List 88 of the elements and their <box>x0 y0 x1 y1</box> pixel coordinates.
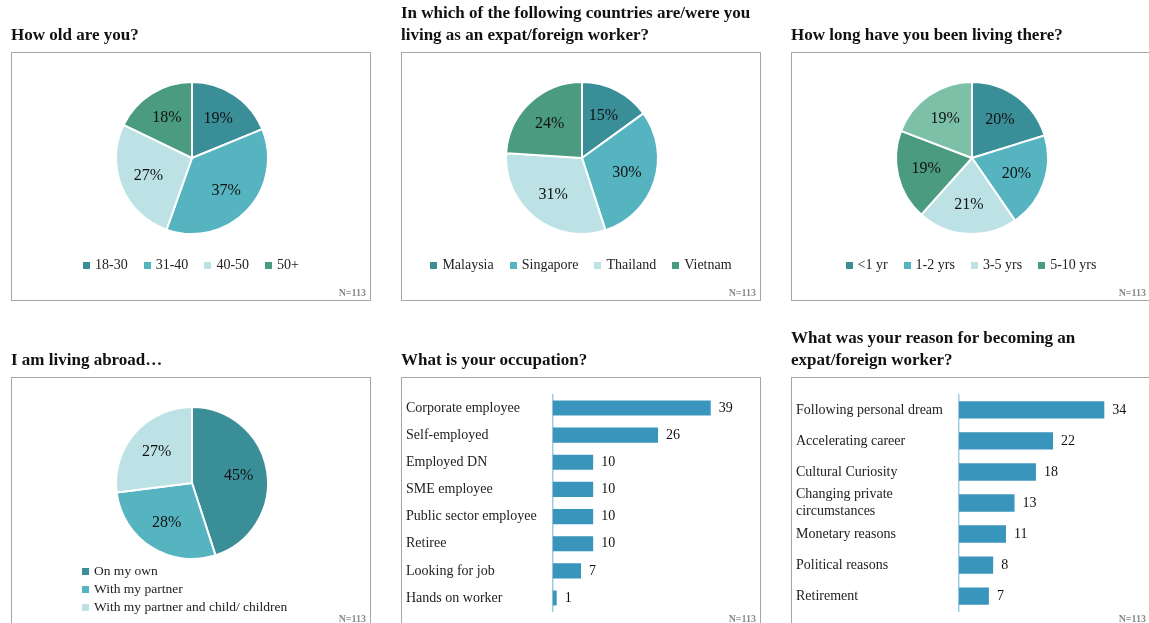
data-label: 19% <box>930 109 960 127</box>
bar <box>958 556 994 574</box>
y-tick-label: Accelerating career <box>796 432 906 448</box>
legend-label: Malaysia <box>441 257 494 273</box>
text: N=113 <box>338 287 366 298</box>
chart-title: How long have you been living there? <box>791 24 1064 46</box>
y-tick-label: Following personal dream <box>796 401 944 417</box>
bar <box>958 494 1015 512</box>
data-label: 18 <box>1043 463 1058 479</box>
data-label: 7 <box>589 562 597 578</box>
data-label: 10 <box>601 535 616 551</box>
text: N=113 <box>338 613 366 623</box>
y-tick-label: Hands on worker <box>406 589 503 605</box>
data-label: 27% <box>133 166 164 184</box>
bar <box>958 432 1054 450</box>
text: N=113 <box>1118 613 1146 623</box>
data-label: 37% <box>211 180 241 198</box>
data-label: 20% <box>985 110 1015 128</box>
text: N=113 <box>728 287 756 298</box>
data-label: 45% <box>223 465 254 483</box>
data-label: 34 <box>1112 401 1127 417</box>
legend-label: With my partner and child/ children <box>93 598 288 615</box>
data-label: 31% <box>538 185 568 203</box>
bar <box>552 536 594 552</box>
data-label: 39 <box>718 399 733 415</box>
data-label: 10 <box>601 508 616 524</box>
data-label: 8 <box>1001 556 1009 572</box>
bar <box>552 590 557 606</box>
legend-label: Thailand <box>605 257 657 273</box>
bar <box>958 463 1036 481</box>
y-tick-label: Changing private circumstances <box>796 486 893 519</box>
data-label: 24% <box>535 113 565 131</box>
bar <box>552 563 582 579</box>
data-label: 19% <box>203 109 233 127</box>
legend-label: On my own <box>93 562 158 579</box>
bar <box>958 587 989 605</box>
legend-label: Vietnam <box>683 257 732 273</box>
y-tick-label: Self-employed <box>406 426 489 442</box>
legend-label: With my partner <box>93 580 183 597</box>
y-tick-label: Corporate employee <box>406 399 520 415</box>
data-label: 18% <box>152 108 182 126</box>
data-label: 7 <box>996 587 1004 603</box>
y-tick-label: Retiree <box>406 535 447 551</box>
text: N=113 <box>1118 287 1146 298</box>
data-label: 28% <box>152 512 182 530</box>
bar <box>552 481 594 497</box>
legend-label: 40-50 <box>215 257 250 273</box>
data-label: 20% <box>1001 163 1032 181</box>
data-label: 30% <box>612 162 642 180</box>
data-label: 10 <box>601 481 616 497</box>
bar <box>958 401 1105 419</box>
chart-title: What was your reason for becoming an expat/foreign worker? <box>791 327 1077 371</box>
legend-label: 31-40 <box>154 257 189 273</box>
data-label: 26 <box>666 426 681 442</box>
y-tick-label: Retirement <box>796 587 859 603</box>
y-tick-label: Cultural Curiosity <box>796 463 898 479</box>
data-label: 19% <box>911 159 941 177</box>
chart-title: How old are you? <box>11 24 140 46</box>
y-tick-label: Public sector employee <box>406 508 537 524</box>
bar <box>552 509 594 525</box>
y-tick-label: Political reasons <box>796 556 889 572</box>
data-label: 15% <box>588 106 619 124</box>
y-tick-label: Monetary reasons <box>796 525 896 541</box>
bar <box>552 454 594 470</box>
chart-title: I am living abroad… <box>11 349 164 371</box>
y-tick-label: Employed DN <box>406 453 488 469</box>
legend-label: 18-30 <box>94 257 128 273</box>
bar <box>552 427 659 443</box>
data-label: 10 <box>601 453 616 469</box>
bar <box>958 525 1006 543</box>
legend-label: 5-10 yrs <box>1049 257 1097 273</box>
y-tick-label: Looking for job <box>406 562 495 578</box>
chart-title: In which of the following countries are/were you living as an expat/foreign worker? <box>401 2 751 46</box>
data-label: 13 <box>1022 494 1037 510</box>
data-label: 1 <box>564 589 572 605</box>
text: N=113 <box>728 613 756 623</box>
data-label: 11 <box>1013 525 1028 541</box>
legend-label: 3-5 yrs <box>981 257 1023 273</box>
data-label: 27% <box>141 442 172 460</box>
legend-label: 1-2 yrs <box>914 257 955 273</box>
legend-label: Singapore <box>520 257 579 273</box>
y-tick-label: SME employee <box>406 481 493 497</box>
data-label: 22 <box>1061 432 1076 448</box>
legend-label: <1 yr <box>856 257 888 273</box>
legend-label: 50+ <box>276 257 299 273</box>
chart-title: What is your occupation? <box>401 349 589 371</box>
bar <box>552 400 711 416</box>
data-label: 21% <box>954 195 984 213</box>
